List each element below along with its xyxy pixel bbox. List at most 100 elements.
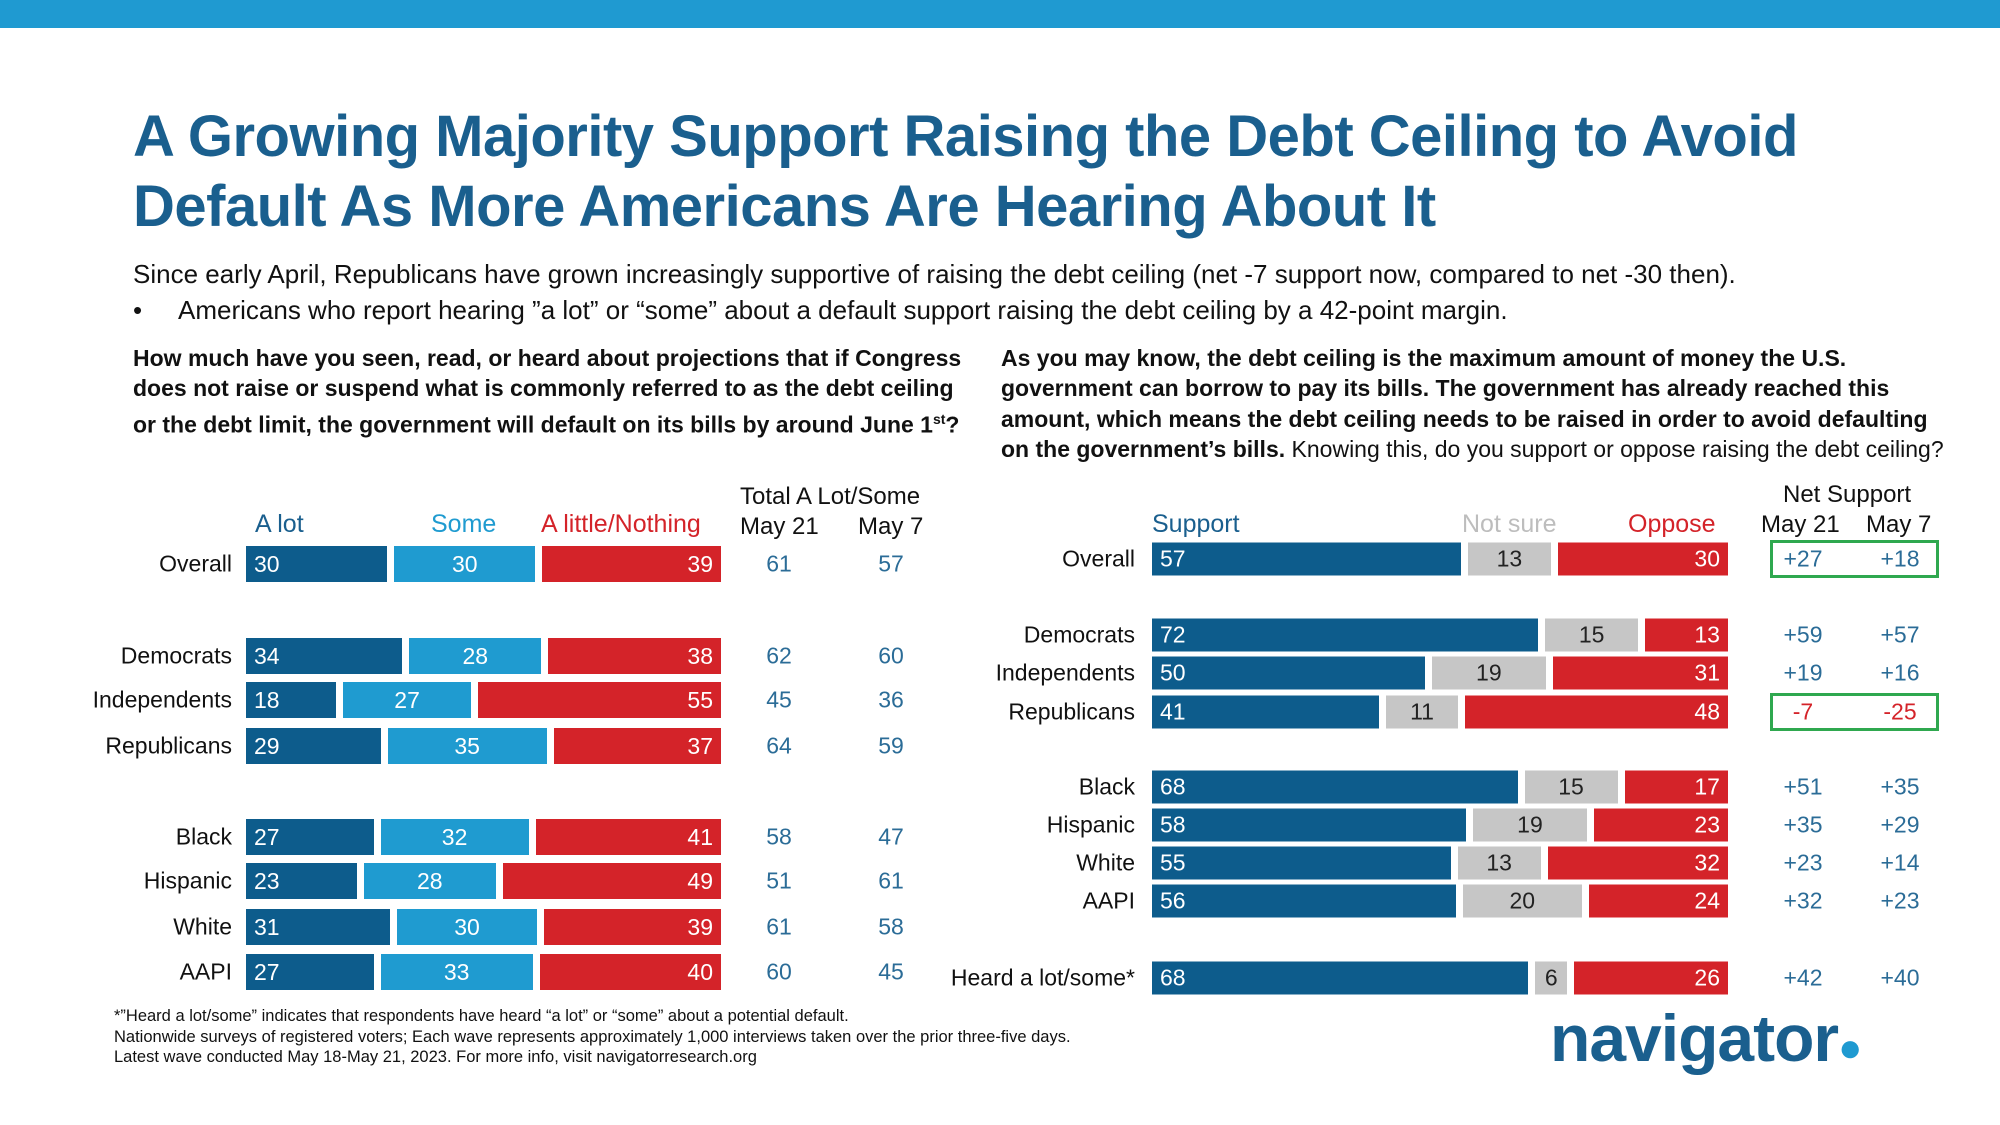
net-support-value: +16 xyxy=(1880,659,1920,686)
right-question-normal: Knowing this, do you support or oppose r… xyxy=(1285,435,1944,462)
bar-segment-oppose: 31 xyxy=(1552,656,1728,690)
bullet-text: Americans who report hearing ”a lot” or … xyxy=(178,295,1508,325)
bar-segment-a-little-nothing: 41 xyxy=(535,819,721,855)
legend-a-lot: A lot xyxy=(255,510,304,538)
bar-segment-some: 33 xyxy=(380,954,533,990)
col-header-may21: May 21 xyxy=(740,513,819,540)
row-label: Democrats xyxy=(1023,621,1135,648)
row-label: Independents xyxy=(92,686,232,713)
left-question-text: How much have you seen, read, or heard a… xyxy=(133,345,962,438)
total-value: 57 xyxy=(878,550,904,577)
net-support-value: +27 xyxy=(1783,545,1823,572)
bar-segment-a-lot: 23 xyxy=(246,863,357,899)
bar-segment-a-little-nothing: 39 xyxy=(542,546,722,582)
net-support-value: +29 xyxy=(1880,811,1920,838)
bar-segment-a-lot: 18 xyxy=(246,682,337,718)
bar-segment-oppose: 13 xyxy=(1645,618,1728,652)
bar-segment-not-sure: 19 xyxy=(1432,656,1546,690)
net-support-value: +19 xyxy=(1783,659,1823,686)
stacked-bar: 27 33 40 xyxy=(246,954,722,990)
bar-segment-not-sure: 13 xyxy=(1467,542,1551,576)
bar-segment-support: 58 xyxy=(1152,808,1467,842)
bar-segment-not-sure: 6 xyxy=(1535,961,1568,995)
stacked-bar: 56 20 24 xyxy=(1152,884,1728,918)
total-value: 59 xyxy=(878,732,904,759)
bullet-point: • Americans who report hearing ”a lot” or… xyxy=(133,295,1508,326)
net-support-value: +59 xyxy=(1783,621,1823,648)
total-value: 60 xyxy=(878,642,904,669)
total-value: 61 xyxy=(766,550,792,577)
row-label: Hispanic xyxy=(1046,811,1135,838)
bar-segment-support: 55 xyxy=(1152,846,1451,880)
bar-segment-not-sure: 15 xyxy=(1524,770,1618,804)
stacked-bar: 27 32 41 xyxy=(246,819,721,855)
row-label: Hispanic xyxy=(143,867,232,894)
row-label: Black xyxy=(175,823,232,850)
legend-not-sure: Not sure xyxy=(1462,510,1557,538)
row-label: Heard a lot/some* xyxy=(950,964,1135,991)
bar-segment-some: 32 xyxy=(380,819,529,855)
net-support-value: +40 xyxy=(1880,964,1920,991)
net-support-value: +14 xyxy=(1880,849,1920,876)
stacked-bar: 58 19 23 xyxy=(1152,808,1728,842)
bar-segment-oppose: 26 xyxy=(1574,961,1728,995)
footnote: Nationwide surveys of registered voters;… xyxy=(114,1027,1071,1046)
total-value: 51 xyxy=(766,867,792,894)
bar-segment-support: 68 xyxy=(1152,961,1529,995)
row-label: AAPI xyxy=(1082,887,1135,914)
bar-segment-some: 28 xyxy=(363,863,496,899)
bar-segment-support: 41 xyxy=(1152,695,1379,729)
net-support-value: +35 xyxy=(1880,773,1920,800)
bar-segment-a-little-nothing: 37 xyxy=(553,728,721,764)
bar-segment-some: 30 xyxy=(397,909,537,945)
total-value: 58 xyxy=(878,913,904,940)
stacked-bar: 41 11 48 xyxy=(1152,695,1728,729)
net-support-value: +57 xyxy=(1880,621,1920,648)
stacked-bar: 68 6 26 xyxy=(1152,961,1728,995)
bar-segment-a-little-nothing: 49 xyxy=(502,863,721,899)
bar-segment-a-lot: 31 xyxy=(246,909,391,945)
net-col-may7: May 7 xyxy=(1866,511,1932,538)
legend-a-little-nothing: A little/Nothing xyxy=(541,510,701,538)
total-value: 45 xyxy=(878,958,904,985)
bar-segment-a-lot: 27 xyxy=(246,819,374,855)
left-question: How much have you seen, read, or heard a… xyxy=(133,343,973,440)
net-support-value: +18 xyxy=(1880,545,1920,572)
question-mark: ? xyxy=(945,411,960,438)
bar-segment-a-lot: 34 xyxy=(246,638,403,674)
bar-segment-some: 35 xyxy=(387,728,547,764)
bar-segment-a-lot: 29 xyxy=(246,728,381,764)
total-value: 36 xyxy=(878,686,904,713)
total-value: 64 xyxy=(766,732,792,759)
total-value: 47 xyxy=(878,823,904,850)
bar-segment-oppose: 24 xyxy=(1588,884,1728,918)
row-label: Republicans xyxy=(1008,698,1135,725)
bar-segment-a-little-nothing: 39 xyxy=(543,909,721,945)
net-header: Net Support xyxy=(1783,481,1912,508)
net-support-value: +35 xyxy=(1783,811,1823,838)
bar-segment-some: 27 xyxy=(343,682,471,718)
bar-segment-oppose: 23 xyxy=(1593,808,1728,842)
row-label: Overall xyxy=(1062,545,1135,572)
row-label: White xyxy=(1076,849,1135,876)
col-header-may7: May 7 xyxy=(858,513,924,540)
top-accent-bar xyxy=(0,0,2000,28)
bar-segment-support: 72 xyxy=(1152,618,1539,652)
bar-segment-a-lot: 30 xyxy=(246,546,388,582)
net-support-value: -7 xyxy=(1792,698,1814,725)
bar-segment-a-little-nothing: 38 xyxy=(548,638,721,674)
right-question: As you may know, the debt ceiling is the… xyxy=(1001,343,1961,464)
footnote: Latest wave conducted May 18-May 21, 202… xyxy=(114,1048,757,1066)
bar-segment-support: 50 xyxy=(1152,656,1425,690)
total-header: Total A Lot/Some xyxy=(740,483,921,510)
stacked-bar: 18 27 55 xyxy=(246,682,722,718)
legend-some: Some xyxy=(431,510,497,538)
net-support-value: +51 xyxy=(1783,773,1823,800)
bar-segment-not-sure: 15 xyxy=(1545,618,1639,652)
bar-segment-some: 30 xyxy=(394,546,536,582)
net-col-may21: May 21 xyxy=(1761,511,1840,538)
bar-segment-oppose: 32 xyxy=(1547,846,1728,880)
footnote: *”Heard a lot/some” indicates that respo… xyxy=(114,1007,849,1025)
stacked-bar: 34 28 38 xyxy=(246,638,721,674)
total-value: 45 xyxy=(766,686,792,713)
